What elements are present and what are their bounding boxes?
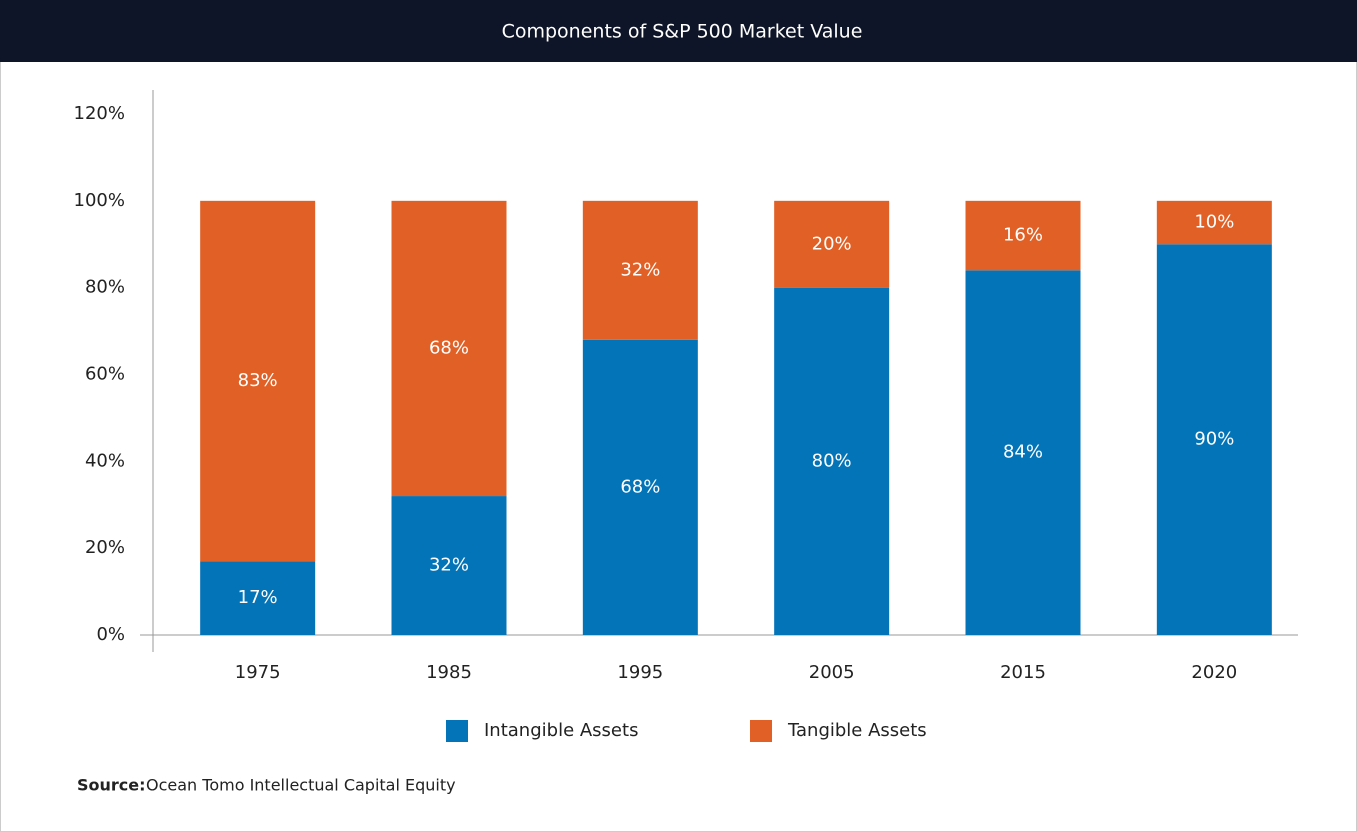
x-tick-label: 1995 [617, 662, 663, 683]
data-label: 10% [1194, 212, 1234, 233]
data-label: 17% [238, 587, 278, 608]
data-label: 20% [812, 233, 852, 254]
data-label: 90% [1194, 429, 1234, 450]
data-label: 32% [620, 259, 660, 280]
bar-segment [391, 200, 507, 497]
x-tick-label: 1985 [426, 662, 472, 683]
y-tick-label: 100% [74, 190, 125, 211]
bar-segment [965, 270, 1081, 635]
bar-segment [1156, 200, 1272, 245]
bar-segment [582, 339, 698, 635]
source: Ocean Tomo Intellectual Capital Equity [146, 776, 456, 795]
data-label: 16% [1003, 225, 1043, 246]
bar-segment [582, 200, 698, 340]
bar-segment [200, 561, 316, 635]
bar-segment [391, 496, 507, 635]
data-label: 32% [429, 555, 469, 576]
bar-segment [774, 200, 890, 288]
y-tick-label: 120% [74, 103, 125, 124]
x-tick-label: 2005 [809, 662, 855, 683]
data-label: 83% [238, 370, 278, 391]
source-label: Source: [77, 776, 146, 795]
legend-label: Tangible Assets [787, 720, 927, 741]
x-tick-label: 1975 [235, 662, 281, 683]
x-tick-label: 2015 [1000, 662, 1046, 683]
bar-segment [1156, 244, 1272, 635]
legend-label: Intangible Assets [484, 720, 638, 741]
bar-segment [774, 287, 890, 635]
chart-title: Components of S&P 500 Market Value [502, 21, 863, 43]
header [0, 0, 1357, 62]
bar-segment [200, 200, 316, 562]
legend-swatch [446, 720, 468, 742]
y-tick-label: 80% [85, 277, 125, 298]
data-label: 68% [620, 476, 660, 497]
legend-swatch [750, 720, 772, 742]
y-tick-label: 40% [85, 450, 125, 471]
y-tick-label: 20% [85, 537, 125, 558]
data-label: 80% [812, 450, 852, 471]
y-tick-label: 0% [96, 624, 125, 645]
data-label: 84% [1003, 442, 1043, 463]
data-label: 68% [429, 337, 469, 358]
bar-segment [965, 200, 1081, 271]
y-tick-label: 60% [85, 364, 125, 385]
x-tick-label: 2020 [1191, 662, 1237, 683]
